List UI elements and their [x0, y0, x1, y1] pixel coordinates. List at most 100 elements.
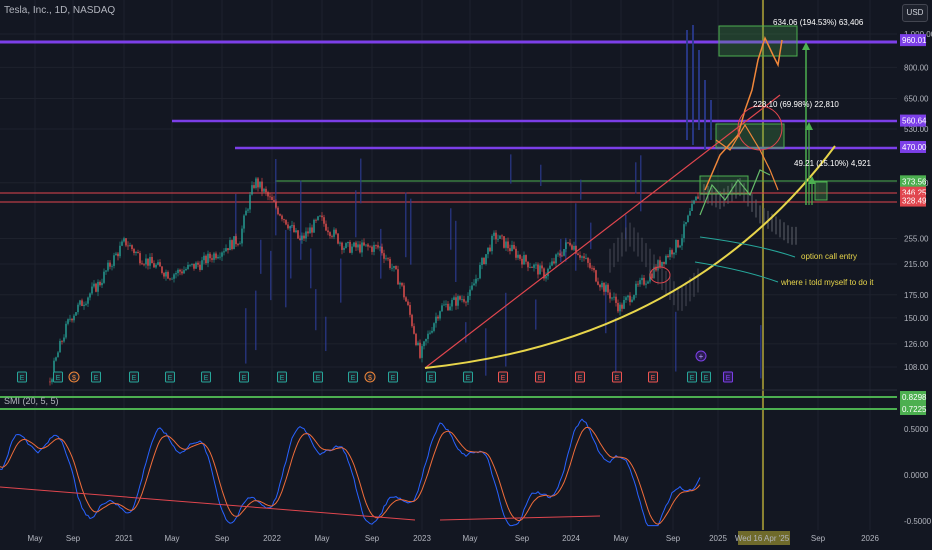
earnings-marker	[575, 371, 585, 383]
time-tick: May	[613, 534, 628, 543]
earnings-marker	[648, 371, 658, 383]
orange-projection	[704, 35, 783, 191]
price-label-box	[900, 114, 926, 127]
box-right	[814, 181, 828, 201]
earnings-marker	[91, 371, 101, 383]
time-tick: May	[314, 534, 329, 543]
price-tick: 215.00	[904, 260, 929, 269]
date-marker-label-bg	[738, 531, 790, 545]
chart-title: Tesla, Inc., 1D, NASDAQ	[4, 5, 116, 16]
event-marker-label: E	[56, 375, 61, 382]
earnings-marker	[388, 371, 398, 383]
earnings-marker	[723, 371, 733, 383]
price-label: 346.25	[902, 189, 927, 198]
price-tick: 255.00	[904, 234, 929, 243]
event-marker-label: E	[466, 375, 471, 382]
time-tick: Wed 16 Apr '25	[735, 534, 790, 543]
event-marker-label: E	[316, 375, 321, 382]
measure-label-3: 49.21 (15.10%) 4,921	[794, 159, 871, 168]
smi-signal-line	[0, 426, 701, 525]
event-marker-label: E	[704, 375, 709, 382]
event-marker-label: E	[20, 375, 25, 382]
time-axis-bg	[0, 530, 932, 550]
event-marker-label: E	[94, 375, 99, 382]
earnings-marker	[612, 371, 622, 383]
price-label: 560.64	[902, 117, 927, 126]
event-marker-label: E	[204, 375, 209, 382]
smi-level-label: 0.7225	[902, 405, 927, 414]
smi-axis: 0.5000 0.0000 -0.5000 0.8298 0.7225	[900, 391, 932, 526]
price-tick: 650.00	[904, 94, 929, 103]
price-label-box	[900, 194, 926, 207]
price-tick: 108.00	[904, 363, 929, 372]
time-tick: Sep	[215, 534, 230, 543]
earnings-marker	[463, 371, 473, 383]
earnings-marker	[701, 371, 711, 383]
annotation-option-call-entry: option call entry	[801, 252, 857, 261]
event-marker-label: E	[651, 375, 656, 382]
annotation-arrow-1	[699, 236, 796, 258]
measure-label-2: 228.10 (69.98%) 22,810	[753, 100, 839, 109]
earnings-marker	[239, 371, 249, 383]
indicator-label: SMI (20, 5, 5)	[4, 396, 59, 406]
time-tick: 2024	[562, 534, 580, 543]
earnings-marker	[498, 371, 508, 383]
event-markers: E E $ E E E E E E E E $ E E E E E E E E E E E +	[17, 350, 733, 383]
box-low	[699, 175, 749, 195]
earnings-marker	[17, 371, 27, 383]
price-axis-bg	[897, 0, 932, 550]
smi-line	[0, 418, 701, 527]
price-label-box	[900, 175, 926, 188]
time-tick: May	[164, 534, 179, 543]
green-projection	[699, 169, 771, 216]
time-tick: 2026	[861, 534, 879, 543]
smi-level-box	[900, 403, 926, 415]
price-label: 328.49	[902, 197, 927, 206]
event-marker-label: E	[391, 375, 396, 382]
orange-projection-2	[715, 123, 779, 191]
smi-tick: 0.5000	[904, 425, 929, 434]
event-marker-label: E	[578, 375, 583, 382]
smi-divergence-1	[0, 486, 416, 521]
smi-level-label: 0.8298	[902, 393, 927, 402]
time-tick: 2023	[413, 534, 431, 543]
event-marker-label: E	[242, 375, 247, 382]
smi-tick: -0.5000	[904, 517, 932, 526]
date-marker-line	[762, 0, 764, 530]
price-label: 470.00	[902, 143, 927, 152]
smi-level-box	[900, 391, 926, 403]
earnings-marker	[53, 371, 63, 383]
smi-tick: 0.0000	[904, 471, 929, 480]
price-label-box	[900, 140, 926, 153]
smi-pane	[0, 396, 897, 527]
currency-button[interactable]: USD	[902, 4, 928, 22]
price-label-box	[900, 34, 926, 47]
box-top	[718, 25, 798, 57]
price-tick: 175.00	[904, 291, 929, 300]
price-tick: 126.00	[904, 340, 929, 349]
dividend-marker	[68, 371, 80, 383]
event-marker-label: $	[368, 375, 372, 382]
time-tick: May	[27, 534, 42, 543]
smi-divergence-2	[439, 515, 601, 521]
earnings-marker	[348, 371, 358, 383]
annotation-arrow-2	[694, 261, 779, 283]
time-tick: Sep	[365, 534, 380, 543]
earnings-marker	[201, 371, 211, 383]
event-marker-label: E	[538, 375, 543, 382]
target-boxes	[699, 25, 828, 201]
price-label: 373.56	[902, 177, 927, 186]
red-trendline	[424, 94, 781, 369]
earnings-marker	[129, 371, 139, 383]
time-tick: 2022	[263, 534, 281, 543]
dividend-marker	[364, 371, 376, 383]
earnings-marker	[165, 371, 175, 383]
price-tick: 530.00	[904, 125, 929, 134]
yellow-parabola	[424, 145, 836, 369]
event-marker-label: E	[132, 375, 137, 382]
time-tick: Sep	[515, 534, 530, 543]
add-event-marker	[695, 350, 707, 362]
event-marker-label: E	[429, 375, 434, 382]
